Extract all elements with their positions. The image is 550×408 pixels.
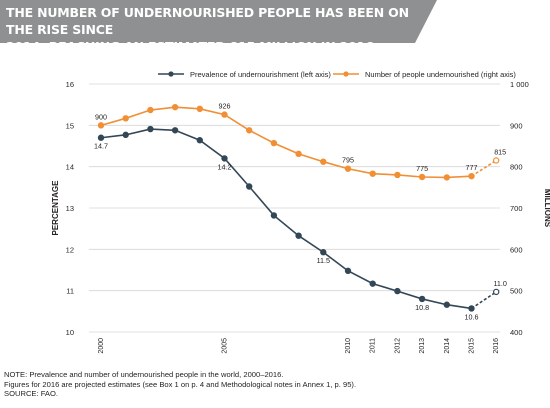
x-tick-label: 2010 (345, 338, 352, 354)
x-tick-label: 2013 (419, 338, 426, 354)
right-axis-title: MILLIONS (543, 189, 550, 228)
title-banner (0, 0, 415, 43)
prevalence-point (493, 288, 500, 296)
right-tick-label: 600 (510, 245, 523, 254)
undernourished-data-label: 775 (416, 164, 428, 173)
figures-note-line: Figures for 2016 are projected estimates… (4, 379, 357, 389)
prevalence-point (97, 134, 105, 141)
undernourished-point (221, 111, 228, 118)
undernourished-data-label: 926 (219, 102, 231, 111)
legend-prevalence-marker (168, 71, 174, 77)
prevalence-point (369, 280, 376, 287)
left-tick-label: 16 (66, 80, 74, 89)
x-tick-label: 2012 (394, 338, 401, 354)
prevalence-point (394, 287, 401, 295)
prevalence-point (468, 305, 475, 312)
prevalence-point (221, 155, 228, 162)
undernourished-data-label: 777 (466, 163, 478, 172)
x-tick-label: 2014 (444, 338, 451, 354)
undernourished-point (443, 174, 450, 181)
legend-undernourished-label: Number of people undernourished (right a… (365, 70, 516, 79)
x-tick-label: 2005 (222, 338, 229, 354)
source-line: SOURCE: FAO. (4, 389, 59, 398)
x-tick-label: 2016 (493, 338, 500, 354)
x-tick-label: 2011 (370, 338, 377, 353)
undernourished-point (418, 173, 426, 181)
left-tick-label: 12 (66, 245, 74, 254)
prevalence-point (270, 212, 278, 219)
prevalence-projected-segment (471, 291, 497, 310)
prevalence-point (122, 131, 129, 139)
prevalence-data-label: 14.7 (94, 142, 108, 151)
undernourished-point (245, 127, 253, 134)
prevalence-point (418, 295, 426, 303)
undernourished-point (97, 122, 105, 129)
prevalence-point (245, 183, 253, 190)
prevalence-point (295, 232, 302, 239)
prevalence-data-label: 14.2 (218, 162, 232, 171)
x-tick-label: 2015 (469, 338, 476, 354)
prevalence-point (344, 267, 352, 275)
right-tick-label: 400 (510, 328, 523, 337)
prevalence-data-label: 10.8 (415, 303, 429, 312)
chart-title-line-2: 2014, REACHING AN ESTIMATED 815 MILLION … (6, 39, 374, 54)
undernourished-data-label: 815 (494, 147, 506, 156)
undernourished-point (394, 171, 401, 179)
note-line: NOTE: Prevalence and number of undernour… (4, 370, 284, 379)
right-tick-label: 800 (510, 163, 523, 172)
undernourished-data-label: 900 (95, 112, 107, 121)
undernourished-point (122, 115, 129, 122)
prevalence-point (171, 127, 179, 134)
legend-undernourished-marker (343, 71, 349, 77)
x-tick-label: 2000 (98, 338, 105, 354)
left-tick-label: 15 (66, 121, 74, 130)
right-tick-label: 500 (510, 287, 523, 296)
left-tick-label: 13 (66, 204, 74, 213)
prevalence-point (196, 137, 203, 144)
undernourished-point (196, 105, 203, 113)
undernourished-point (295, 150, 302, 158)
prevalence-data-label: 11.5 (317, 256, 330, 265)
right-tick-label: 900 (510, 121, 523, 130)
left-tick-label: 11 (66, 287, 74, 296)
undernourished-data-label: 795 (342, 156, 354, 165)
prevalence-point (147, 125, 154, 133)
right-tick-label: 1 000 (510, 80, 529, 89)
undernourished-series-line (100, 106, 472, 179)
chart-title: THE NUMBER OF UNDERNOURISHED PEOPLE HAS … (6, 4, 416, 55)
undernourished-point (147, 106, 154, 114)
undernourished-point (344, 165, 352, 172)
left-tick-label: 10 (66, 328, 74, 337)
undernourished-point (468, 172, 475, 180)
prevalence-data-label: 11.0 (493, 279, 506, 288)
dual-axis-line-chart: 10 400 11 500 12 600 13 700 14 800 15 900 16 1 000 PER… (51, 70, 550, 354)
right-tick-label: 700 (510, 204, 523, 213)
left-axis-title: PERCENTAGE (51, 180, 60, 236)
undernourished-point (320, 158, 327, 165)
prevalence-point (320, 249, 327, 256)
left-tick-label: 14 (66, 163, 74, 172)
chart-notes: NOTE: Prevalence and number of undernour… (4, 370, 544, 399)
undernourished-point (171, 103, 179, 111)
prevalence-series-line (100, 128, 472, 310)
undernourished-point (270, 139, 278, 147)
chart-title-line-1: THE NUMBER OF UNDERNOURISHED PEOPLE HAS … (6, 5, 409, 37)
legend-prevalence-label: Prevalence of undernourishment (left axi… (190, 70, 331, 79)
title-banner-corner (415, 0, 437, 43)
prevalence-data-label: 10.6 (465, 312, 479, 321)
prevalence-point (443, 301, 450, 308)
undernourished-point (493, 157, 500, 164)
undernourished-point (369, 170, 376, 177)
